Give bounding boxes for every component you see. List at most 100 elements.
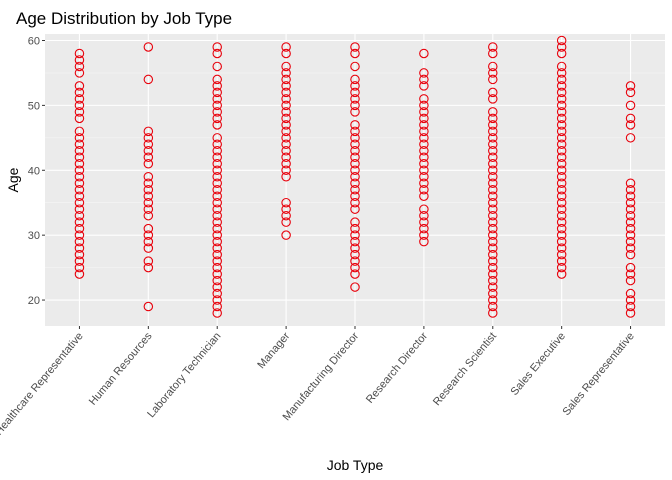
data-point <box>281 87 291 98</box>
data-point <box>625 81 636 91</box>
data-point <box>488 269 498 279</box>
data-point <box>556 178 567 188</box>
data-point <box>419 178 429 188</box>
data-point <box>350 48 360 59</box>
data-point <box>625 269 636 279</box>
data-point <box>488 288 498 299</box>
data-point <box>488 295 498 305</box>
data-point <box>74 269 85 279</box>
data-point <box>625 197 636 208</box>
data-point <box>212 94 222 104</box>
data-point <box>625 230 636 240</box>
data-point <box>74 230 85 240</box>
data-point <box>625 249 636 260</box>
data-point <box>556 256 567 266</box>
y-tick-label: 30 <box>28 230 40 242</box>
data-point <box>488 68 498 78</box>
data-point <box>74 107 85 117</box>
data-point <box>74 159 85 169</box>
data-point <box>488 165 498 176</box>
data-point <box>488 243 498 253</box>
data-point <box>74 256 85 266</box>
data-point <box>212 48 222 59</box>
data-point <box>143 301 154 312</box>
data-point <box>212 42 222 52</box>
data-point <box>625 191 636 201</box>
data-point <box>350 262 360 273</box>
x-tick-label: Sales Executive <box>508 330 568 398</box>
y-axis-ticks: 20 30 40 50 60 <box>28 35 45 307</box>
data-point <box>350 230 360 240</box>
y-tick-label: 50 <box>28 100 40 112</box>
data-point <box>488 139 498 150</box>
data-point <box>212 152 222 163</box>
data-point <box>488 61 498 72</box>
data-point <box>556 42 567 52</box>
data-point <box>212 100 222 111</box>
data-point <box>556 61 567 72</box>
data-point <box>212 178 222 188</box>
data-point <box>419 81 429 91</box>
data-point <box>212 120 222 130</box>
data-point <box>74 172 85 182</box>
data-point <box>212 113 222 124</box>
data-point <box>625 217 636 227</box>
data-point <box>281 197 291 208</box>
data-point <box>419 113 429 124</box>
data-point <box>556 146 567 156</box>
data-point <box>350 172 360 182</box>
data-point <box>556 243 567 253</box>
data-point <box>556 35 567 46</box>
data-point <box>419 146 429 156</box>
data-point <box>143 159 154 169</box>
data-point <box>350 165 360 176</box>
data-point <box>419 184 429 195</box>
data-point <box>212 165 222 176</box>
data-point <box>488 87 498 98</box>
data-point <box>350 146 360 156</box>
data-point <box>350 42 360 52</box>
data-point <box>419 191 429 201</box>
data-point <box>74 48 85 59</box>
data-point <box>143 172 154 182</box>
data-point <box>350 204 360 214</box>
data-point <box>488 48 498 59</box>
data-point <box>488 126 498 137</box>
data-point <box>212 172 222 182</box>
data-point <box>350 126 360 137</box>
x-tick-label: Manufacturing Director <box>281 330 362 423</box>
data-point <box>281 113 291 124</box>
data-point <box>625 178 636 188</box>
data-point <box>143 262 154 273</box>
data-point <box>488 94 498 104</box>
data-point <box>625 204 636 214</box>
data-point <box>556 133 567 143</box>
data-point <box>350 94 360 104</box>
data-point <box>143 197 154 208</box>
data-point <box>74 243 85 253</box>
data-point <box>350 81 360 91</box>
data-point <box>212 159 222 169</box>
data-point <box>488 191 498 201</box>
data-point <box>488 230 498 240</box>
data-point <box>488 236 498 247</box>
data-point <box>488 204 498 214</box>
data-point <box>74 94 85 104</box>
data-point <box>556 172 567 182</box>
data-point <box>74 139 85 150</box>
data-point <box>556 191 567 201</box>
data-point <box>212 204 222 214</box>
data-point <box>212 288 222 299</box>
data-point <box>556 152 567 163</box>
data-point <box>488 249 498 260</box>
data-point <box>212 191 222 201</box>
data-point <box>281 81 291 91</box>
data-point <box>281 159 291 169</box>
data-point <box>488 152 498 163</box>
data-point <box>556 269 567 279</box>
data-point <box>143 152 154 163</box>
data-point <box>281 204 291 214</box>
data-point <box>212 256 222 266</box>
data-point <box>556 230 567 240</box>
